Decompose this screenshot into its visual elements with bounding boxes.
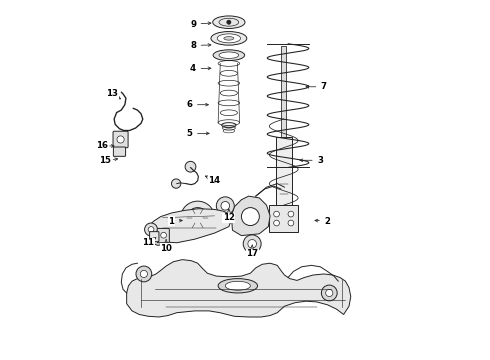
Circle shape: [274, 211, 279, 217]
Ellipse shape: [213, 16, 245, 28]
Circle shape: [216, 197, 234, 215]
Circle shape: [192, 213, 203, 224]
Ellipse shape: [225, 281, 250, 290]
Circle shape: [288, 220, 294, 226]
Text: 3: 3: [318, 156, 323, 165]
Ellipse shape: [211, 32, 247, 45]
Circle shape: [321, 285, 337, 301]
Polygon shape: [231, 196, 270, 235]
Text: 15: 15: [99, 156, 111, 165]
Text: 5: 5: [187, 129, 193, 138]
Text: 9: 9: [190, 19, 196, 28]
Circle shape: [161, 232, 167, 238]
FancyBboxPatch shape: [113, 147, 125, 156]
Circle shape: [180, 201, 215, 235]
Text: 8: 8: [190, 41, 196, 50]
Circle shape: [242, 208, 259, 226]
Circle shape: [185, 161, 196, 172]
Text: 12: 12: [223, 213, 235, 222]
Bar: [270, 205, 298, 232]
Text: 13: 13: [106, 89, 118, 98]
FancyBboxPatch shape: [149, 231, 159, 242]
Text: 6: 6: [186, 100, 193, 109]
Circle shape: [326, 289, 333, 297]
Ellipse shape: [218, 279, 258, 293]
Circle shape: [274, 220, 279, 226]
Circle shape: [117, 136, 124, 143]
Bar: [276, 137, 292, 212]
FancyBboxPatch shape: [157, 228, 170, 243]
Ellipse shape: [217, 34, 241, 43]
FancyBboxPatch shape: [113, 131, 128, 148]
Circle shape: [153, 235, 163, 245]
Circle shape: [136, 266, 152, 282]
Circle shape: [221, 202, 230, 210]
Text: 11: 11: [142, 238, 154, 247]
Circle shape: [145, 223, 157, 236]
Polygon shape: [126, 260, 351, 317]
Text: 14: 14: [208, 176, 220, 185]
Text: 2: 2: [324, 217, 330, 226]
Ellipse shape: [213, 50, 245, 60]
Bar: [281, 45, 286, 137]
Circle shape: [187, 208, 208, 229]
Ellipse shape: [224, 37, 234, 40]
Text: 4: 4: [190, 64, 196, 73]
Text: 17: 17: [246, 249, 258, 258]
Circle shape: [148, 226, 154, 232]
Ellipse shape: [219, 52, 239, 58]
Circle shape: [227, 20, 231, 24]
Polygon shape: [148, 209, 231, 243]
Circle shape: [248, 239, 256, 248]
Circle shape: [172, 179, 181, 188]
Circle shape: [243, 235, 261, 253]
Text: 16: 16: [96, 141, 108, 150]
Text: 10: 10: [160, 244, 172, 253]
Text: 7: 7: [321, 82, 327, 91]
Text: 1: 1: [169, 217, 174, 226]
Circle shape: [140, 270, 147, 278]
Circle shape: [288, 211, 294, 217]
